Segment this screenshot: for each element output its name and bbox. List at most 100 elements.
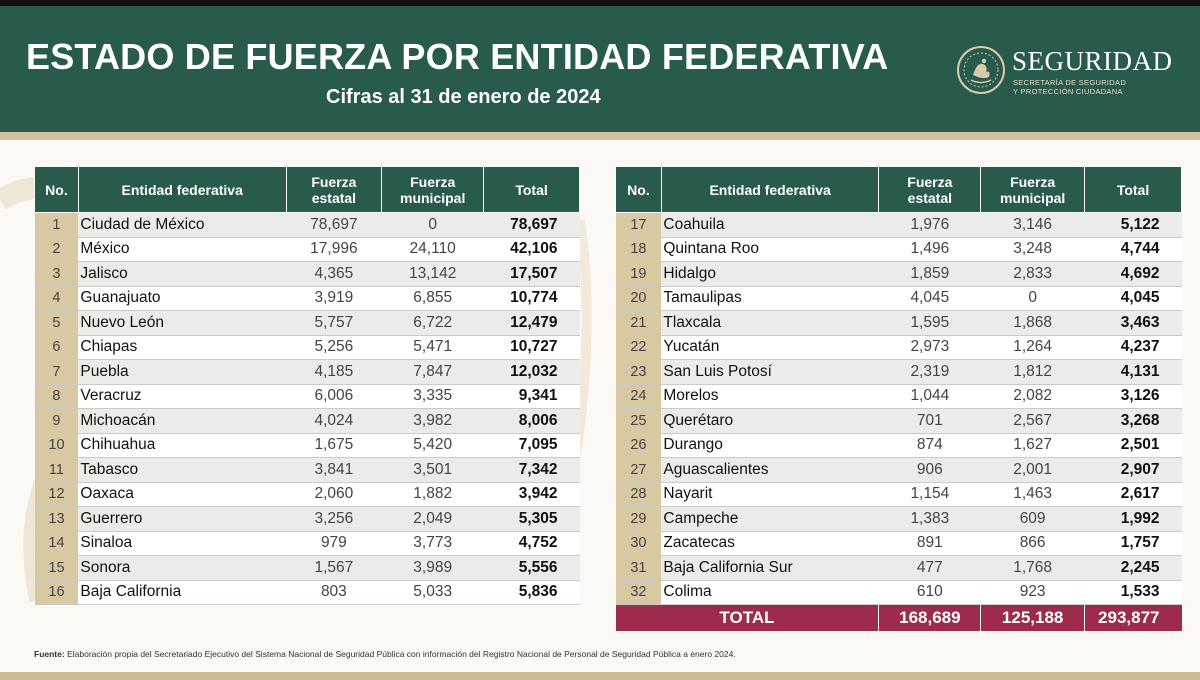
- municipal-force-value: 2,567: [980, 408, 1085, 434]
- municipal-force-value: 3,501: [381, 457, 484, 483]
- table-row: 17 Coahuila 1,976 3,146 5,122: [615, 212, 1182, 238]
- entity-name: Yucatán: [661, 335, 879, 360]
- entity-name: Colima: [661, 580, 879, 605]
- brand-subtitle-line-1: SECRETARÍA DE SEGURIDAD: [1013, 78, 1127, 87]
- total-value: 3,942: [483, 482, 580, 507]
- seguridad-logo: SEGURIDAD SECRETARÍA DE SEGURIDAD Y PROT…: [955, 44, 1195, 104]
- entity-name: Tabasco: [78, 457, 286, 483]
- table-row: 13 Guerrero 3,256 2,049 5,305: [34, 506, 580, 532]
- grand-total-label: TOTAL: [615, 604, 879, 631]
- col-header-total: Total: [1084, 166, 1182, 213]
- row-number: 8: [34, 384, 79, 409]
- row-number: 17: [615, 212, 662, 238]
- state-force-value: 3,256: [286, 506, 382, 532]
- total-value: 5,836: [483, 580, 580, 605]
- total-value: 5,556: [483, 555, 580, 581]
- col-header-state-line-2: estatal: [907, 189, 953, 206]
- entity-name: San Luis Potosí: [661, 359, 879, 385]
- row-number: 21: [615, 310, 662, 336]
- table-row: 3 Jalisco 4,365 13,142 17,507: [34, 261, 580, 287]
- table-row: 8 Veracruz 6,006 3,335 9,341: [34, 384, 580, 409]
- state-force-value: 5,757: [286, 310, 382, 336]
- entity-name: Chihuahua: [78, 433, 286, 458]
- total-value: 8,006: [483, 408, 580, 434]
- row-number: 11: [34, 457, 79, 483]
- table-row: 15 Sonora 1,567 3,989 5,556: [34, 555, 580, 581]
- state-force-value: 891: [878, 531, 981, 556]
- total-value: 17,507: [483, 261, 580, 287]
- state-force-value: 1,567: [286, 555, 382, 581]
- row-number: 23: [615, 359, 662, 385]
- row-number: 15: [34, 555, 79, 581]
- table-row: 22 Yucatán 2,973 1,264 4,237: [615, 335, 1182, 360]
- bottom-border: [0, 672, 1200, 680]
- top-border: [0, 0, 1200, 6]
- entity-name: Morelos: [661, 384, 879, 409]
- municipal-force-value: 6,855: [381, 286, 484, 311]
- entity-name: Campeche: [661, 506, 879, 532]
- source-note: Fuente: Elaboración propia del Secretari…: [34, 649, 736, 659]
- municipal-force-value: 6,722: [381, 310, 484, 336]
- brand-subtitle-line-2: Y PROTECCIÓN CIUDADANA: [1013, 87, 1123, 96]
- total-value: 4,131: [1084, 359, 1182, 385]
- total-value: 3,463: [1084, 310, 1182, 336]
- table-states-1-16: No. Entidad federativa Fuerza estatal Fue…: [34, 166, 580, 605]
- entity-name: Aguascalientes: [661, 457, 879, 483]
- entity-name: Baja California Sur: [661, 555, 879, 581]
- total-value: 1,992: [1084, 506, 1182, 532]
- row-number: 12: [34, 482, 79, 507]
- row-number: 14: [34, 531, 79, 556]
- municipal-force-value: 5,420: [381, 433, 484, 458]
- state-force-value: 610: [878, 580, 981, 605]
- total-value: 10,774: [483, 286, 580, 311]
- state-force-value: 979: [286, 531, 382, 556]
- row-number: 4: [34, 286, 79, 311]
- state-force-value: 6,006: [286, 384, 382, 409]
- table-row: 12 Oaxaca 2,060 1,882 3,942: [34, 482, 580, 507]
- entity-name: Jalisco: [78, 261, 286, 287]
- row-number: 20: [615, 286, 662, 311]
- row-number: 22: [615, 335, 662, 360]
- row-number: 30: [615, 531, 662, 556]
- state-force-value: 1,496: [878, 237, 981, 262]
- entity-name: Guerrero: [78, 506, 286, 532]
- state-force-value: 3,841: [286, 457, 382, 483]
- row-number: 18: [615, 237, 662, 262]
- table-row: 11 Tabasco 3,841 3,501 7,342: [34, 457, 580, 483]
- table-row: 5 Nuevo León 5,757 6,722 12,479: [34, 310, 580, 336]
- total-value: 2,245: [1084, 555, 1182, 581]
- total-value: 4,752: [483, 531, 580, 556]
- state-force-value: 5,256: [286, 335, 382, 360]
- col-header-municipal-force: Fuerza municipal: [381, 166, 485, 213]
- state-force-value: 1,383: [878, 506, 981, 532]
- source-text: Elaboración propia del Secretariado Ejec…: [67, 649, 736, 659]
- col-header-no: No.: [34, 166, 79, 213]
- table-row: 21 Tlaxcala 1,595 1,868 3,463: [615, 310, 1182, 336]
- state-force-value: 2,319: [878, 359, 981, 385]
- municipal-force-value: 3,248: [980, 237, 1085, 262]
- total-value: 2,501: [1084, 433, 1182, 458]
- total-value: 3,126: [1084, 384, 1182, 409]
- municipal-force-value: 5,471: [381, 335, 484, 360]
- total-value: 7,095: [483, 433, 580, 458]
- table-row: 7 Puebla 4,185 7,847 12,032: [34, 359, 580, 385]
- municipal-force-value: 3,335: [381, 384, 484, 409]
- table-row: 6 Chiapas 5,256 5,471 10,727: [34, 335, 580, 360]
- row-number: 13: [34, 506, 79, 532]
- municipal-force-value: 24,110: [381, 237, 484, 262]
- header-banner: ESTADO DE FUERZA POR ENTIDAD FEDERATIVA …: [0, 6, 1200, 132]
- municipal-force-value: 2,049: [381, 506, 484, 532]
- row-number: 5: [34, 310, 79, 336]
- table-row: 10 Chihuahua 1,675 5,420 7,095: [34, 433, 580, 458]
- state-force-value: 78,697: [286, 212, 382, 238]
- municipal-force-value: 1,812: [980, 359, 1085, 385]
- municipal-force-value: 1,768: [980, 555, 1085, 581]
- state-force-value: 1,976: [878, 212, 981, 238]
- table-row: 30 Zacatecas 891 866 1,757: [615, 531, 1182, 556]
- row-number: 1: [34, 212, 79, 238]
- row-number: 32: [615, 580, 662, 605]
- entity-name: Coahuila: [661, 212, 879, 238]
- row-number: 2: [34, 237, 79, 262]
- total-value: 3,268: [1084, 408, 1182, 434]
